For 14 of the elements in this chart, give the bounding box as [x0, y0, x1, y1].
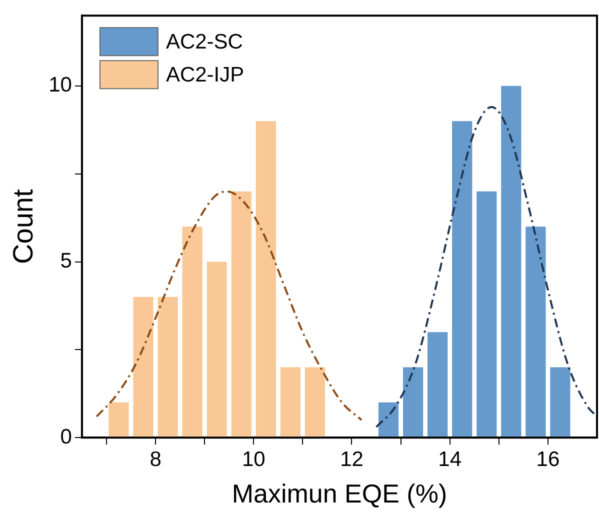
- x-tick-label: 16: [536, 448, 560, 471]
- x-tick-label: 12: [340, 448, 364, 471]
- legend-label: AC2-SC: [166, 30, 243, 54]
- line-series: [96, 190, 363, 422]
- x-axis-title: Maximun EQE (%): [232, 478, 448, 509]
- line-series: [375, 106, 597, 428]
- y-tick-label: 0: [60, 425, 72, 448]
- x-tick-label: 10: [242, 448, 266, 471]
- y-tick-label: 10: [48, 74, 72, 97]
- y-tick-label: 5: [60, 250, 72, 273]
- y-axis-title: Count: [8, 189, 39, 264]
- x-tick-label: 14: [438, 448, 462, 471]
- legend-label: AC2-IJP: [166, 63, 244, 86]
- x-tick-label: 8: [150, 448, 162, 471]
